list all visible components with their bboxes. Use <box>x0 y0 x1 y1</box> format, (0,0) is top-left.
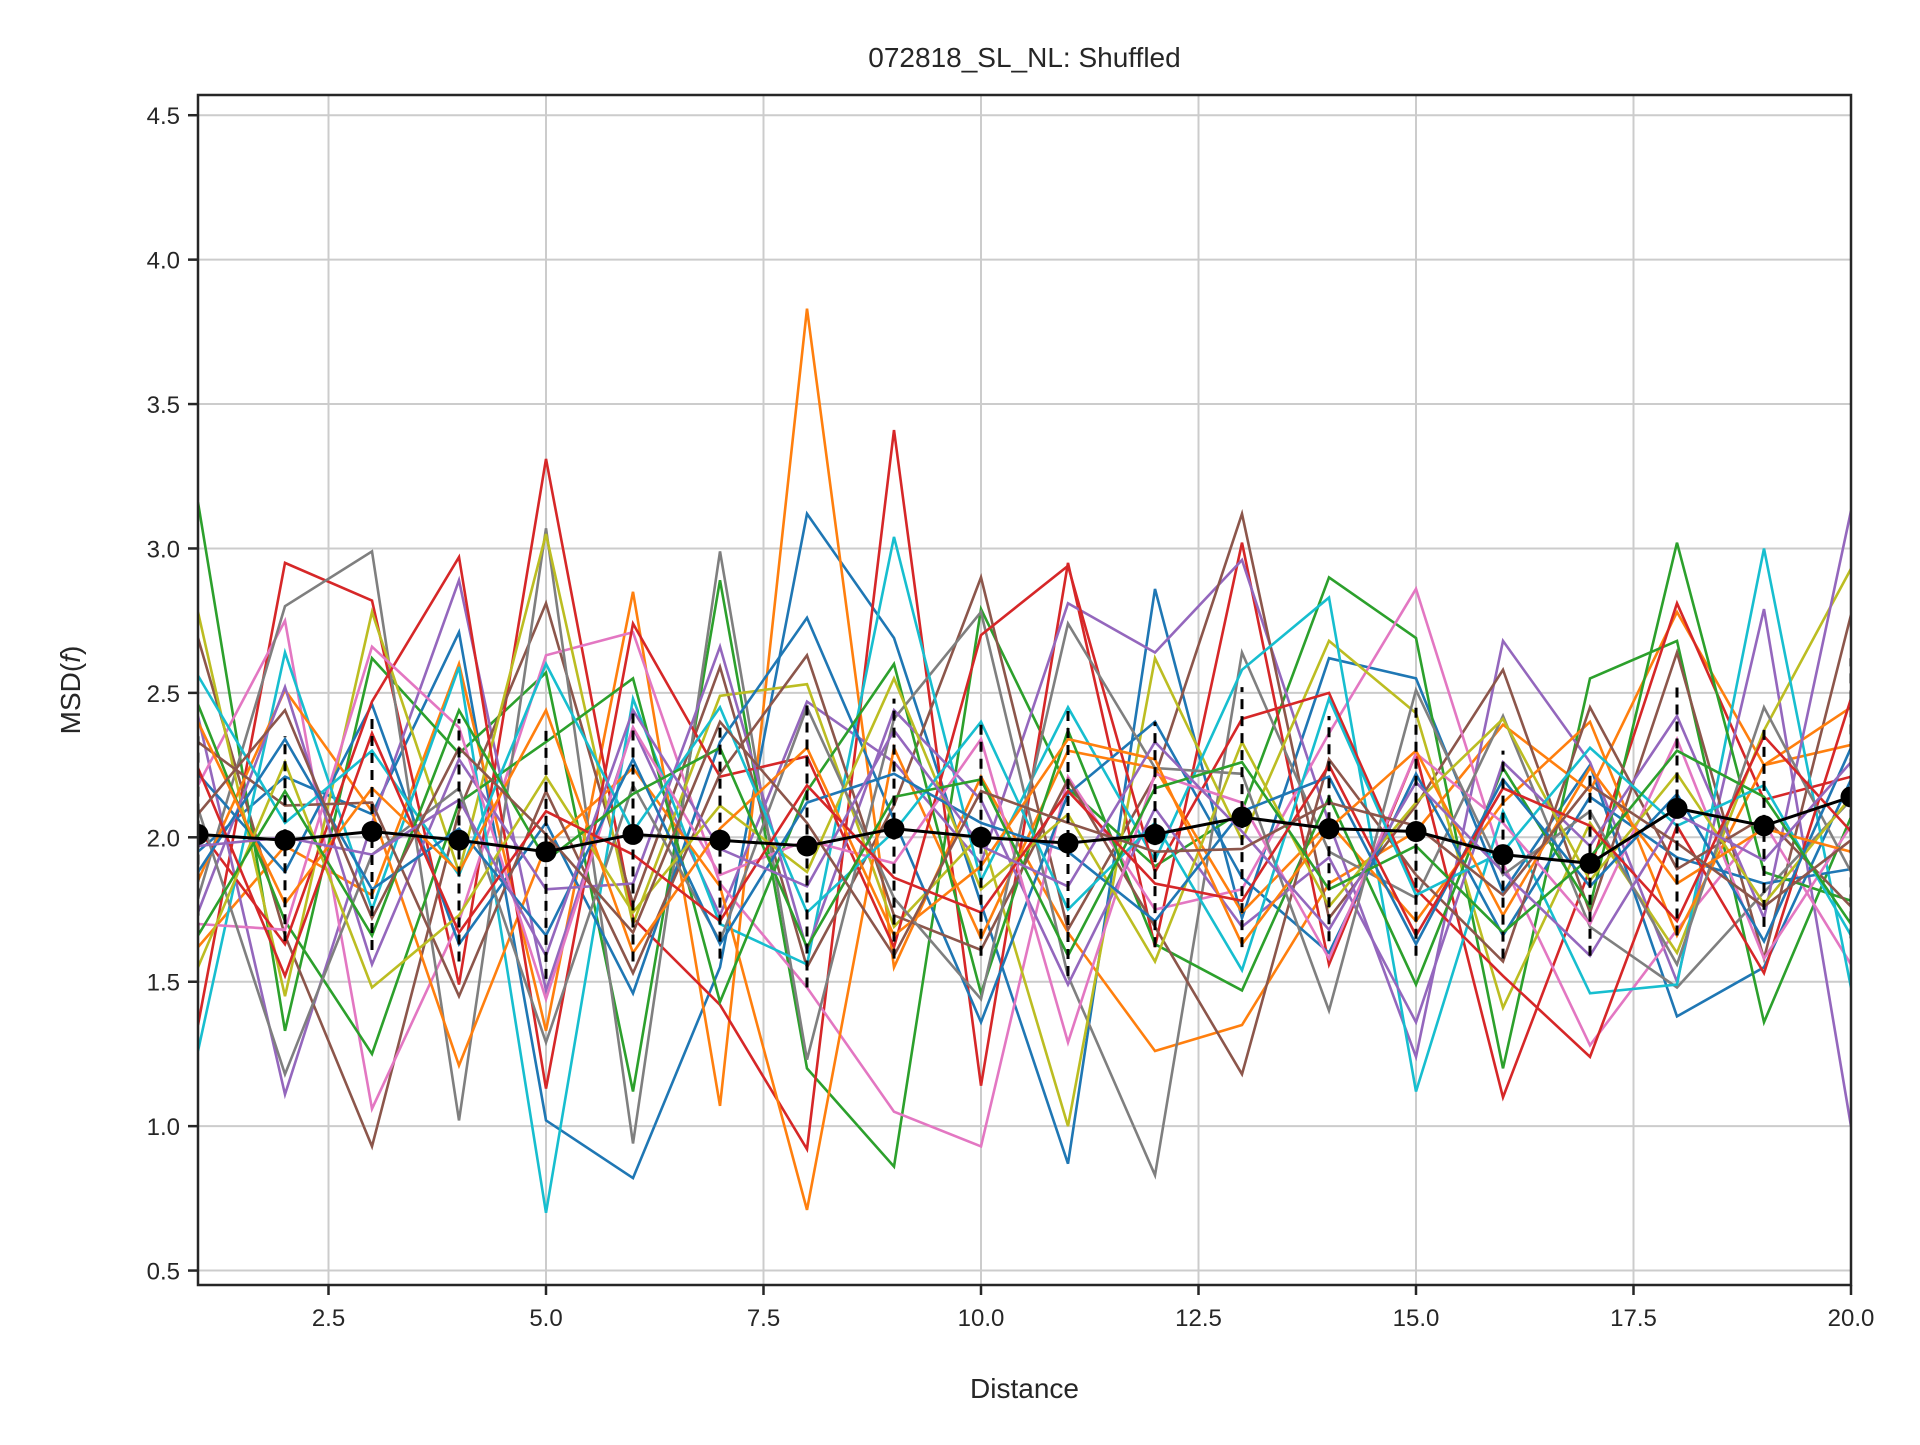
chart-title: 072818_SL_NL: Shuffled <box>868 42 1180 73</box>
series-line <box>198 585 1851 1149</box>
mean-series-group <box>198 786 1851 874</box>
y-tick-label: 4.5 <box>147 103 180 130</box>
series-line <box>198 660 1851 974</box>
mean-point <box>1666 797 1688 819</box>
mean-point <box>1231 806 1253 828</box>
y-tick-label: 3.0 <box>147 536 180 563</box>
x-tick-label: 15.0 <box>1393 1305 1440 1332</box>
x-tick-label: 2.5 <box>312 1305 345 1332</box>
series-line <box>198 707 1851 959</box>
x-tick-label: 20.0 <box>1828 1305 1875 1332</box>
y-axis-title-variable: f <box>55 652 86 663</box>
y-tick-label: 2.0 <box>147 825 180 852</box>
series-line <box>198 620 1851 1079</box>
series-line <box>198 707 1851 956</box>
y-tick-label: 4.0 <box>147 248 180 275</box>
mean-point <box>1318 818 1340 840</box>
series-line <box>198 644 1851 1047</box>
y-axis-title: MSD(f) <box>55 646 86 735</box>
mean-point <box>1492 844 1514 866</box>
series-line <box>198 308 1851 1107</box>
mean-point <box>1144 823 1166 845</box>
axis-ticks: 2.5 5.0 7.5 10.0 12.5 15.0 17.5 20.0 0.5 1.0 1.5 2.… <box>147 103 1875 1332</box>
mean-point <box>883 818 905 840</box>
series-line <box>198 542 1851 1057</box>
data-series-group <box>198 308 1851 1214</box>
mean-point <box>1840 786 1851 808</box>
mean-point <box>448 829 470 851</box>
series-line <box>198 687 1851 1211</box>
y-axis-title-suffix: ) <box>55 646 86 655</box>
mean-point <box>1057 832 1079 854</box>
x-tick-label: 5.0 <box>529 1305 562 1332</box>
series-line <box>198 729 1851 980</box>
series-line <box>198 707 1851 959</box>
series-line <box>198 553 1851 1089</box>
mean-point <box>622 823 644 845</box>
mean-point <box>970 826 992 848</box>
y-tick-label: 1.5 <box>147 970 180 997</box>
mean-point <box>1753 815 1775 837</box>
plot-frame <box>196 93 1853 1287</box>
y-tick-label: 0.5 <box>147 1259 180 1286</box>
x-tick-label: 12.5 <box>1175 1305 1222 1332</box>
mean-point <box>796 835 818 857</box>
x-tick-label: 17.5 <box>1610 1305 1657 1332</box>
x-axis-title: Distance <box>970 1373 1079 1404</box>
series-line <box>198 510 1851 1181</box>
y-tick-label: 2.5 <box>147 681 180 708</box>
mean-point <box>198 823 209 845</box>
mean-line <box>198 795 1851 865</box>
mean-point <box>274 829 296 851</box>
y-axis-title-prefix: MSD( <box>55 662 86 734</box>
mean-point <box>535 841 557 863</box>
mean-point <box>1579 852 1601 874</box>
mean-point <box>1405 821 1427 843</box>
series-line <box>198 536 1851 1214</box>
mean-point <box>361 821 383 843</box>
x-tick-label: 10.0 <box>958 1305 1005 1332</box>
y-tick-label: 1.0 <box>147 1114 180 1141</box>
mean-point <box>709 829 731 851</box>
y-tick-label: 3.5 <box>147 392 180 419</box>
x-tick-label: 7.5 <box>747 1305 780 1332</box>
